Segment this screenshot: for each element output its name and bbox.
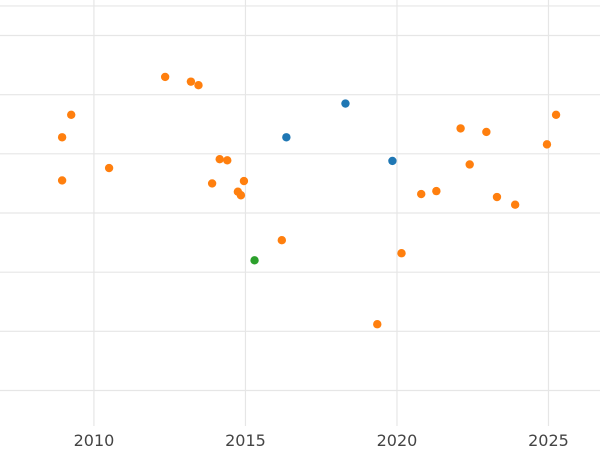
data-point: [57, 176, 67, 185]
x-tick-labels: 2010 2015 2020 2025: [74, 431, 569, 450]
data-point: [373, 320, 382, 329]
data-point: [239, 176, 249, 186]
data-point: [186, 77, 196, 86]
x-tick-label: 2010: [74, 431, 115, 450]
data-point: [194, 81, 203, 90]
data-point: [341, 99, 350, 108]
data-point: [456, 124, 465, 133]
data-point: [551, 110, 561, 119]
x-tick-label: 2025: [528, 431, 569, 450]
data-point: [465, 160, 474, 169]
data-point: [277, 236, 287, 245]
data-point: [207, 179, 217, 188]
data-point: [397, 249, 406, 258]
data-point: [417, 189, 426, 199]
data-point: [482, 127, 491, 137]
data-point: [250, 256, 259, 265]
points-layer: [57, 72, 561, 329]
data-point: [388, 156, 397, 166]
data-point: [160, 72, 170, 82]
grid-layer: [0, 0, 600, 426]
data-point: [236, 191, 246, 200]
data-point: [432, 186, 441, 196]
data-point: [510, 200, 520, 209]
data-point: [492, 192, 502, 202]
data-point: [542, 140, 552, 149]
data-point: [223, 156, 232, 165]
x-tick-label: 2020: [377, 431, 418, 450]
data-point: [104, 163, 114, 173]
data-point: [215, 154, 224, 164]
data-point: [57, 133, 67, 142]
data-point: [282, 133, 291, 142]
data-point: [67, 110, 76, 119]
x-tick-label: 2015: [225, 431, 266, 450]
